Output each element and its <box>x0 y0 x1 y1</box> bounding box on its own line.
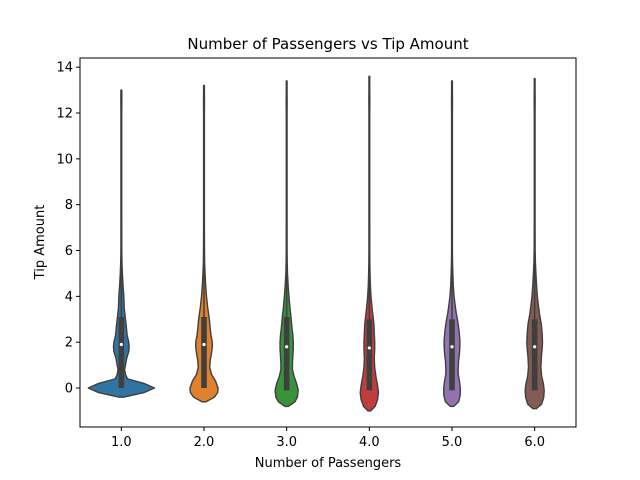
x-tick-label: 1.0 <box>111 435 132 450</box>
y-tick-label: 10 <box>56 152 73 167</box>
y-tick-label: 4 <box>65 290 73 305</box>
chart-title: Number of Passengers vs Tip Amount <box>187 35 468 53</box>
x-tick-label: 3.0 <box>276 435 297 450</box>
y-axis: 0 2 4 6 8 10 12 14 <box>56 61 80 397</box>
x-tick-label: 2.0 <box>194 435 215 450</box>
y-tick-label: 0 <box>65 382 73 397</box>
plot-frame <box>79 57 577 428</box>
violin-iqr-box <box>366 319 373 391</box>
violin-median-marker <box>285 345 289 349</box>
y-tick-label: 2 <box>65 336 73 351</box>
y-tick-label: 14 <box>56 61 73 76</box>
violin-iqr-box <box>118 316 125 389</box>
y-tick-label: 8 <box>65 198 73 213</box>
x-axis-label: Number of Passengers <box>255 456 402 471</box>
x-tick-label: 6.0 <box>524 435 545 450</box>
violin-median-marker <box>533 345 537 349</box>
x-tick-label: 5.0 <box>442 435 463 450</box>
violin-iqr-box <box>531 319 538 391</box>
violin-median-marker <box>367 346 371 350</box>
violin-median-marker <box>450 345 454 349</box>
y-tick-label: 12 <box>56 107 73 122</box>
violin-layer <box>87 75 545 412</box>
y-axis-label: Tip Amount <box>33 205 48 281</box>
violin-iqr-box <box>201 316 207 389</box>
y-tick-label: 6 <box>65 244 73 259</box>
violin-iqr-box <box>449 319 455 391</box>
violin-median-marker <box>202 342 206 347</box>
violin-iqr-box <box>283 316 290 391</box>
x-axis: 1.0 2.0 3.0 4.0 5.0 6.0 <box>111 427 545 450</box>
x-tick-label: 4.0 <box>359 435 380 450</box>
violin-median-marker <box>119 342 123 347</box>
